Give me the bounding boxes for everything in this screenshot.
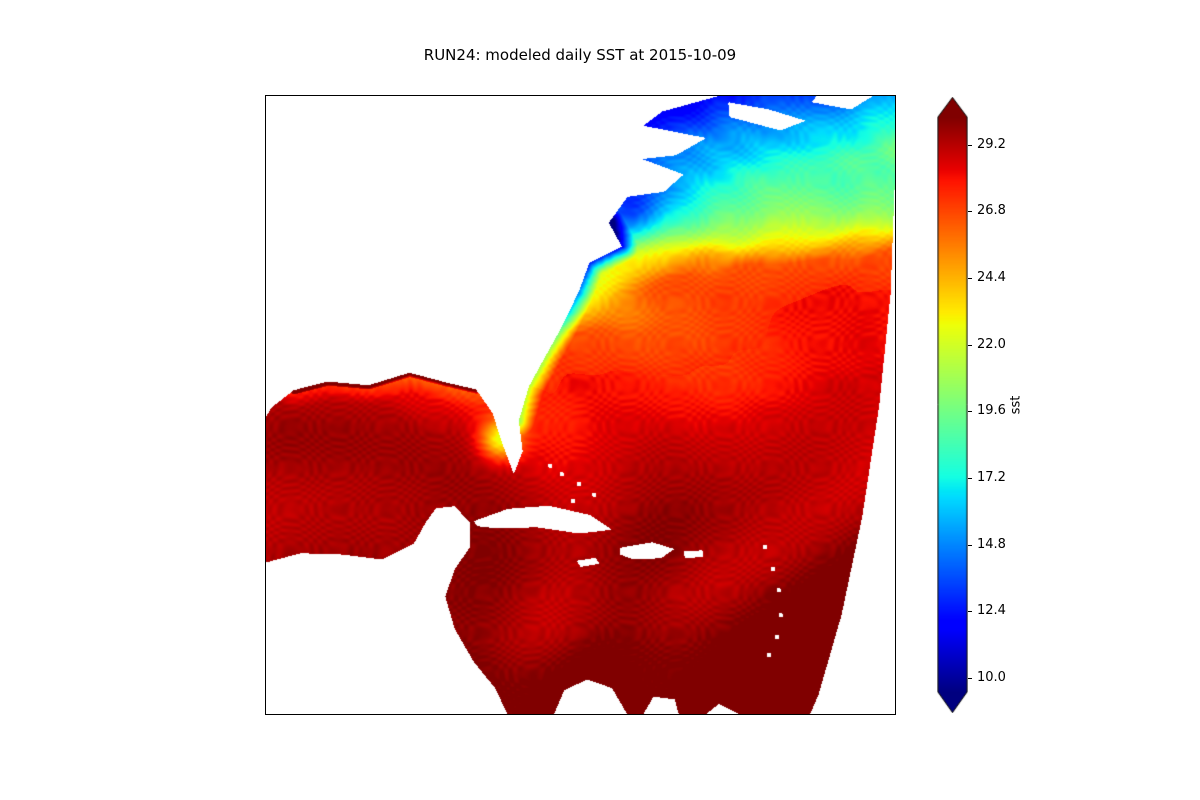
- colorbar-tick-label: 14.8: [977, 536, 1006, 552]
- colorbar-tick-label: 10.0: [977, 670, 1006, 686]
- colorbar-tick-mark: [968, 478, 972, 480]
- colorbar-tick-label: 29.2: [977, 136, 1006, 152]
- colorbar-tick-label: 26.8: [977, 203, 1006, 219]
- colorbar-tick-mark: [968, 411, 972, 413]
- colorbar-label: sst: [1008, 395, 1024, 415]
- colorbar-tick-label: 12.4: [977, 603, 1006, 619]
- colorbar: 29.2 26.8 24.4 22.0 19.6 17.2 14.8 12.4 10.0: [937, 97, 1057, 713]
- colorbar-tick-mark: [968, 544, 972, 546]
- colorbar-tick-label: 17.2: [977, 470, 1006, 486]
- colorbar-tick-label: 24.4: [977, 270, 1006, 286]
- colorbar-tick-mark: [968, 344, 972, 346]
- map-axes: [265, 95, 896, 715]
- colorbar-tick-label: 22.0: [977, 336, 1006, 352]
- figure-title: RUN24: modeled daily SST at 2015-10-09: [423, 46, 737, 64]
- colorbar-canvas: [937, 97, 968, 713]
- colorbar-tick-mark: [968, 611, 972, 613]
- colorbar-tick-mark: [968, 278, 972, 280]
- colorbar-tick-mark: [968, 144, 972, 146]
- colorbar-tick-mark: [968, 678, 972, 680]
- sst-map-canvas: [266, 96, 895, 714]
- colorbar-tick-mark: [968, 211, 972, 213]
- colorbar-tick-label: 19.6: [977, 403, 1006, 419]
